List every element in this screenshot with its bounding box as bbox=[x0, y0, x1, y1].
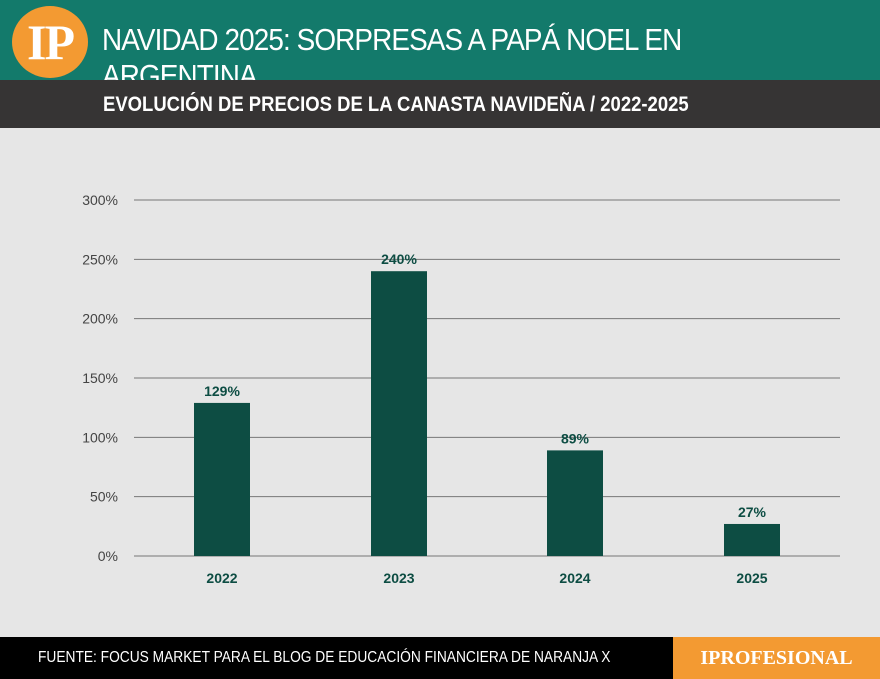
bar-2024 bbox=[547, 450, 603, 556]
data-label: 129% bbox=[204, 383, 240, 399]
y-tick-label: 50% bbox=[90, 489, 118, 505]
footer: FUENTE: FOCUS MARKET PARA EL BLOG DE EDU… bbox=[0, 637, 880, 679]
x-tick-label: 2024 bbox=[559, 570, 590, 586]
data-label: 240% bbox=[381, 251, 417, 267]
y-tick-label: 250% bbox=[82, 251, 118, 267]
data-label: 89% bbox=[561, 430, 590, 446]
data-label: 27% bbox=[738, 504, 767, 520]
x-tick-label: 2025 bbox=[736, 570, 767, 586]
bar-2023 bbox=[371, 271, 427, 556]
bar-2022 bbox=[194, 402, 250, 556]
y-tick-label: 100% bbox=[82, 429, 118, 445]
y-tick-label: 200% bbox=[82, 311, 118, 327]
chart-subtitle: EVOLUCIÓN DE PRECIOS DE LA CANASTA NAVID… bbox=[103, 93, 689, 116]
source-note: FUENTE: FOCUS MARKET PARA EL BLOG DE EDU… bbox=[38, 649, 611, 666]
brand-logo: IPROFESIONAL bbox=[673, 637, 880, 679]
y-tick-label: 300% bbox=[82, 192, 118, 208]
x-tick-label: 2023 bbox=[383, 570, 414, 586]
y-tick-label: 150% bbox=[82, 370, 118, 386]
subtitle-band: EVOLUCIÓN DE PRECIOS DE LA CANASTA NAVID… bbox=[0, 80, 880, 128]
header-banner: IP NAVIDAD 2025: SORPRESAS A PAPÁ NOEL E… bbox=[0, 0, 880, 93]
y-tick-label: 0% bbox=[98, 548, 118, 564]
x-tick-label: 2022 bbox=[206, 570, 237, 586]
bar-chart: 0% 50% 100% 150% 200% 250% 300% 129% 2022 240% 202… bbox=[82, 192, 840, 586]
page-title: NAVIDAD 2025: SORPRESAS A PAPÁ NOEL EN A… bbox=[102, 22, 682, 93]
ip-logo: IP bbox=[12, 6, 88, 78]
bar-2025 bbox=[724, 523, 780, 556]
